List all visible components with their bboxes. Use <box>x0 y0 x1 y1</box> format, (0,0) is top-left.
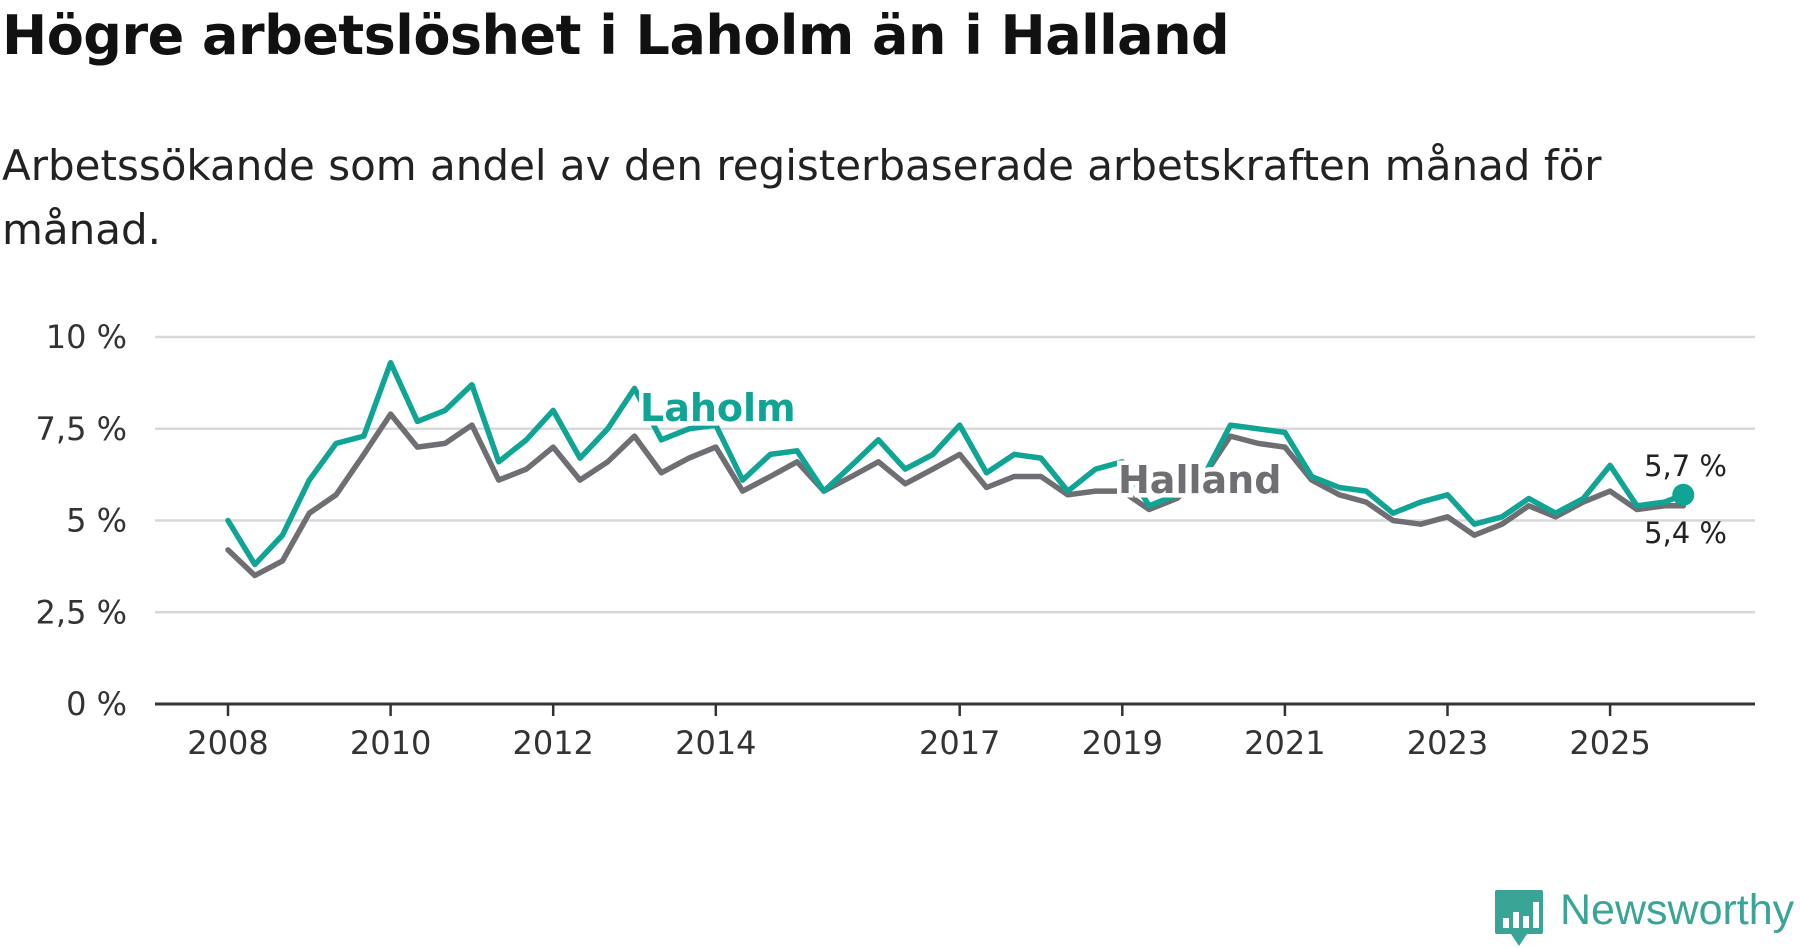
y-axis-tick-labels: 0 % 2,5 % 5 % 7,5 % 10 % <box>36 318 127 723</box>
y-tick-label: 0 % <box>66 685 127 723</box>
x-tick-label: 2008 <box>187 724 268 762</box>
chart-subtitle: Arbetssökande som andel av den registerb… <box>2 141 1602 254</box>
series-line-laholm <box>225 359 1687 568</box>
end-value-laholm: 5,7 % <box>1644 449 1727 483</box>
x-tick-label: 2019 <box>1082 724 1163 762</box>
series-lines <box>225 359 1695 579</box>
x-tick-label: 2010 <box>350 724 431 762</box>
y-tick-label: 7,5 % <box>36 410 127 448</box>
brand-name: Newsworthy <box>1560 886 1795 934</box>
y-tick-label: 5 % <box>66 502 127 540</box>
x-tick-label: 2017 <box>919 724 1000 762</box>
series-label-laholm: Laholm <box>640 386 796 430</box>
newsworthy-logo-icon <box>1495 890 1543 946</box>
x-axis-ticks: 2008 2010 2012 2014 2017 2019 2021 2023 2025 <box>187 704 1651 762</box>
y-tick-label: 2,5 % <box>36 593 127 631</box>
end-value-halland: 5,4 % <box>1644 516 1727 550</box>
x-tick-label: 2021 <box>1244 724 1325 762</box>
series-labels: Laholm Halland 5,7 % 5,4 % <box>636 382 1728 551</box>
y-tick-label: 10 % <box>46 318 127 356</box>
x-tick-label: 2014 <box>675 724 756 762</box>
end-point-laholm <box>1672 483 1695 506</box>
x-tick-label: 2023 <box>1407 724 1488 762</box>
x-tick-label: 2025 <box>1569 724 1650 762</box>
x-tick-label: 2012 <box>512 724 593 762</box>
series-label-halland: Halland <box>1118 458 1281 502</box>
series-line-halland <box>225 411 1687 579</box>
chart-title: Högre arbetslöshet i Laholm än i Halland <box>2 4 1230 67</box>
